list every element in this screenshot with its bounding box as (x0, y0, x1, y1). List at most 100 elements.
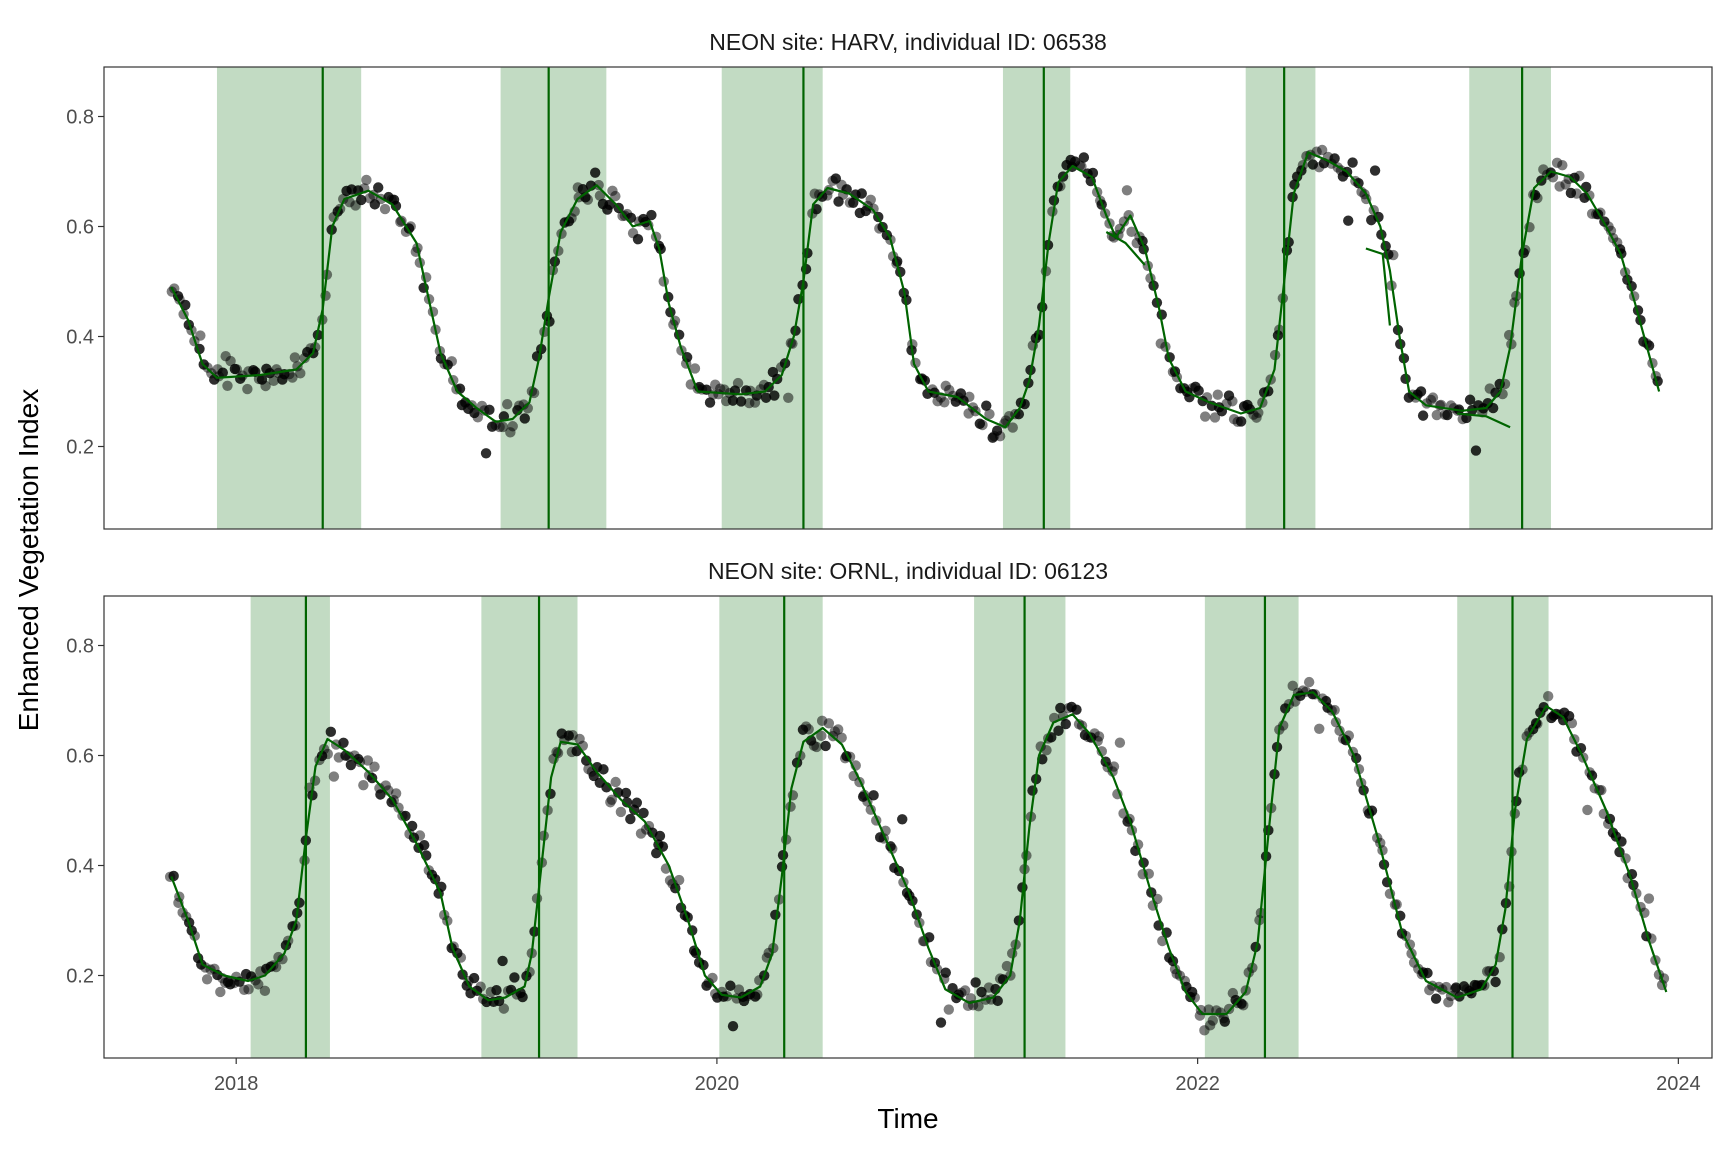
observation-point (243, 984, 254, 995)
observation-point (1450, 982, 1462, 993)
observation-point (373, 182, 384, 193)
observation-point (498, 1003, 510, 1014)
observation-point (491, 985, 502, 996)
observation-point (727, 395, 739, 406)
fitted-evi-curve (1457, 412, 1511, 429)
observation-point (1212, 389, 1223, 400)
observation-point (475, 981, 486, 992)
observation-point (362, 755, 373, 766)
observation-point (356, 194, 367, 206)
observation-point (338, 737, 349, 748)
observation-point (1343, 215, 1354, 226)
observation-point (760, 392, 772, 403)
y-tick-label: 0.4 (66, 327, 94, 349)
observation-point (484, 404, 495, 416)
observation-point (783, 392, 794, 403)
observation-point (1431, 409, 1442, 421)
observation-point (1415, 386, 1427, 397)
observation-point (1329, 153, 1340, 164)
spring-window-band (721, 67, 823, 529)
observation-point (509, 972, 520, 983)
observation-point (1209, 412, 1221, 423)
observation-point (1114, 737, 1126, 748)
observation-point (1223, 1003, 1235, 1015)
panel-1: NEON site: HARV, individual ID: 06538 0.2… (66, 29, 1713, 530)
observation-point (1287, 680, 1298, 692)
observation-point (620, 787, 632, 799)
observation-point (1427, 392, 1439, 403)
observation-point (811, 741, 822, 753)
observation-point (973, 1000, 984, 1012)
observation-point (1093, 731, 1105, 742)
x-tick-label: 2024 (1656, 1073, 1701, 1095)
observation-point (594, 190, 606, 201)
observation-point (201, 974, 213, 985)
observation-point (1388, 249, 1399, 261)
observation-point (322, 748, 333, 760)
observation-point (497, 421, 509, 433)
observation-point (507, 421, 518, 432)
observation-point (964, 391, 975, 403)
observation-point (581, 755, 592, 766)
observation-point (419, 839, 430, 851)
y-tick-label: 0.2 (66, 966, 94, 988)
observation-point (994, 430, 1006, 442)
y-tick-label: 0.2 (66, 437, 94, 459)
observation-point (981, 400, 992, 411)
spring-window-band (216, 67, 362, 529)
observation-point (1235, 416, 1247, 427)
observation-point (1071, 704, 1082, 715)
observation-point (1566, 717, 1578, 729)
observation-point (625, 813, 636, 825)
observation-point (480, 448, 492, 459)
observation-point (1574, 170, 1585, 182)
observation-point (631, 797, 643, 808)
observation-point (615, 806, 627, 818)
observation-point (752, 989, 763, 1000)
observation-point (287, 372, 298, 383)
spring-window-band (481, 596, 578, 1058)
observation-point (816, 730, 827, 742)
observation-point (369, 761, 380, 772)
observation-point (502, 398, 513, 410)
observation-point (1442, 409, 1453, 421)
observation-point (217, 367, 228, 378)
observation-point (468, 972, 480, 984)
observation-point (1422, 967, 1433, 979)
observation-point (848, 197, 859, 208)
panel-title: NEON site: ORNL, individual ID: 06123 (708, 558, 1108, 584)
observation-point (654, 830, 666, 842)
observation-point (1557, 159, 1568, 171)
observation-point (414, 830, 426, 841)
observation-point (168, 870, 179, 882)
observation-point (704, 397, 716, 408)
spring-window-band (719, 596, 823, 1058)
y-tick-label: 0.6 (66, 217, 94, 239)
observation-point (1490, 976, 1501, 988)
observation-point (992, 995, 1003, 1007)
observation-point (222, 380, 233, 391)
observation-point (1316, 144, 1328, 156)
observation-point (497, 955, 508, 967)
spring-window-band (1469, 67, 1551, 529)
panel-2: NEON site: ORNL, individual ID: 06123 0.2… (66, 558, 1713, 1059)
fitted-evi-curve (1365, 247, 1391, 326)
observation-point (215, 986, 226, 998)
observation-point (1571, 188, 1582, 199)
y-tick-label: 0.8 (66, 107, 94, 129)
spring-window-band (250, 596, 330, 1058)
observation-point (593, 179, 604, 191)
observation-point (1643, 893, 1655, 904)
observation-point (519, 413, 530, 424)
observation-point (770, 909, 781, 920)
observation-point (582, 194, 594, 205)
observation-point (590, 167, 601, 178)
fitted-evi-curve (1105, 231, 1146, 266)
observation-point (545, 788, 556, 799)
spring-window-band (1204, 596, 1299, 1058)
observation-point (725, 980, 736, 991)
observation-point (939, 397, 950, 408)
observation-point (259, 985, 271, 997)
